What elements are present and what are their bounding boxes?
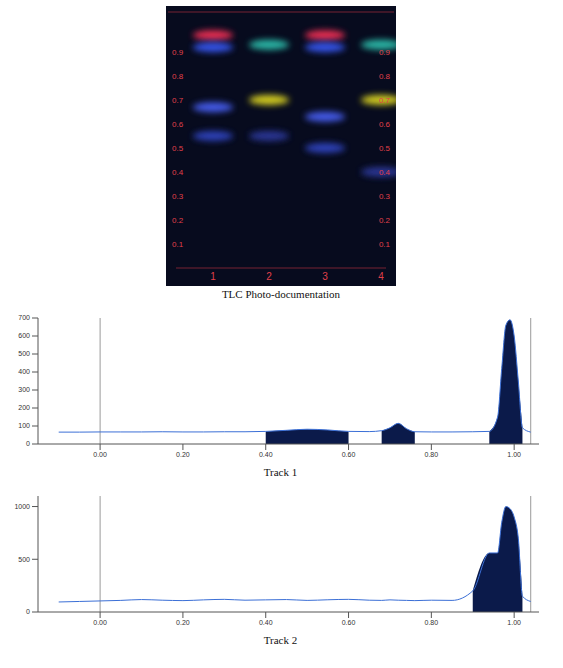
svg-text:100: 100 xyxy=(18,422,30,429)
svg-text:1.00: 1.00 xyxy=(507,451,521,458)
svg-text:1000: 1000 xyxy=(14,503,30,510)
svg-text:4: 4 xyxy=(378,271,384,282)
svg-text:0: 0 xyxy=(26,608,30,615)
svg-text:0.9: 0.9 xyxy=(379,48,391,57)
html-text:Track 2: Track 2 xyxy=(263,634,298,646)
svg-text:500: 500 xyxy=(18,556,30,563)
svg-text:0.60: 0.60 xyxy=(342,451,356,458)
svg-text:0.8: 0.8 xyxy=(172,72,184,81)
svg-text:1: 1 xyxy=(210,271,216,282)
svg-text:0.40: 0.40 xyxy=(259,451,273,458)
svg-text:0.4: 0.4 xyxy=(172,168,184,177)
svg-text:3: 3 xyxy=(322,271,328,282)
svg-text:0.60: 0.60 xyxy=(342,619,356,626)
svg-text:0.6: 0.6 xyxy=(172,120,184,129)
svg-text:0.2: 0.2 xyxy=(172,216,184,225)
svg-text:0.20: 0.20 xyxy=(176,619,190,626)
svg-text:0.6: 0.6 xyxy=(379,120,391,129)
svg-text:700: 700 xyxy=(18,314,30,321)
svg-text:0.3: 0.3 xyxy=(379,192,391,201)
svg-text:200: 200 xyxy=(18,404,30,411)
svg-text:0.1: 0.1 xyxy=(172,240,184,249)
svg-text:0.2: 0.2 xyxy=(379,216,391,225)
svg-text:400: 400 xyxy=(18,368,30,375)
svg-text:0.4: 0.4 xyxy=(379,168,391,177)
svg-text:0.80: 0.80 xyxy=(425,619,439,626)
svg-text:2: 2 xyxy=(266,271,272,282)
svg-text:300: 300 xyxy=(18,386,30,393)
svg-text:0.20: 0.20 xyxy=(176,451,190,458)
svg-text:0.00: 0.00 xyxy=(93,451,107,458)
svg-text:0.1: 0.1 xyxy=(379,240,391,249)
svg-text:0.5: 0.5 xyxy=(172,144,184,153)
svg-text:0.8: 0.8 xyxy=(379,72,391,81)
svg-text:0.80: 0.80 xyxy=(425,451,439,458)
svg-text:500: 500 xyxy=(18,350,30,357)
html-text:Track 1: Track 1 xyxy=(263,466,298,478)
svg-text:600: 600 xyxy=(18,332,30,339)
svg-text:0.9: 0.9 xyxy=(172,48,184,57)
svg-text:0.00: 0.00 xyxy=(93,619,107,626)
svg-text:0: 0 xyxy=(26,440,30,447)
svg-text:1.00: 1.00 xyxy=(507,619,521,626)
html-text:TLC Photo-documentation: TLC Photo-documentation xyxy=(221,288,341,300)
svg-text:0.7: 0.7 xyxy=(172,96,184,105)
svg-text:0.7: 0.7 xyxy=(379,96,391,105)
svg-text:0.5: 0.5 xyxy=(379,144,391,153)
svg-text:0.40: 0.40 xyxy=(259,619,273,626)
svg-text:0.3: 0.3 xyxy=(172,192,184,201)
